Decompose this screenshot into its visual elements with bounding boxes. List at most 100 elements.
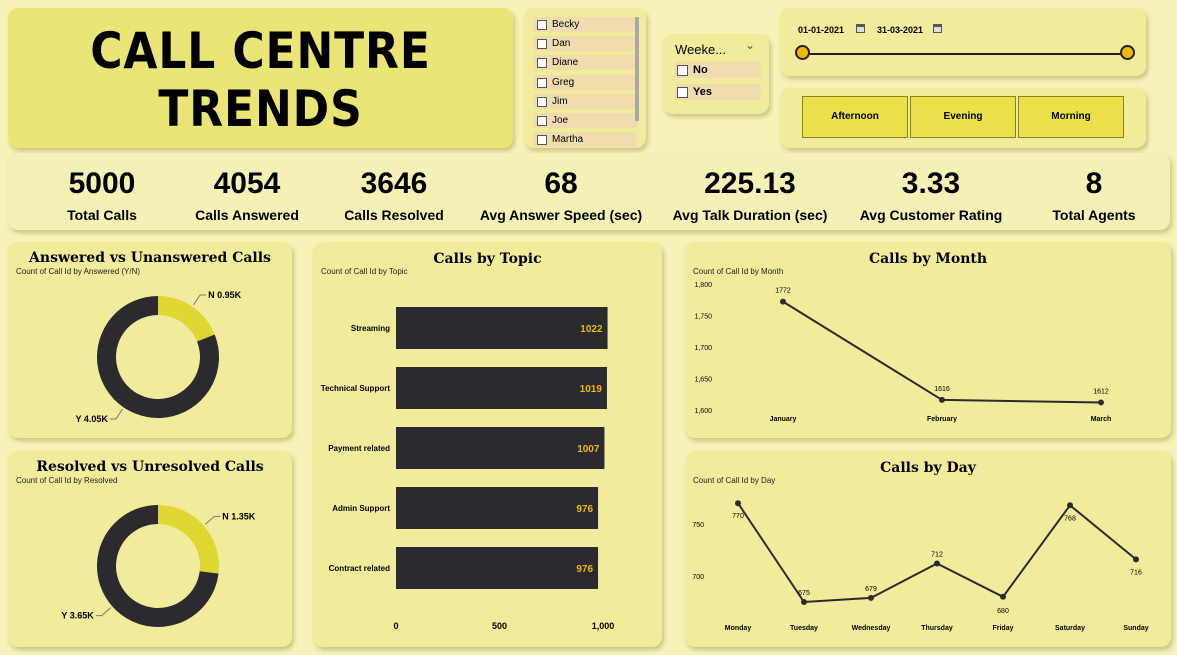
agent-option[interactable]: Dan bbox=[534, 36, 637, 51]
month-line-chart: 1,600 1,650 1,700 1,750 1,800 1772 January 1616… bbox=[694, 282, 1112, 423]
checkbox[interactable] bbox=[537, 97, 547, 107]
checkbox[interactable] bbox=[537, 20, 547, 30]
data-point bbox=[1098, 399, 1104, 406]
checkbox[interactable] bbox=[537, 39, 547, 49]
leader-line bbox=[192, 294, 207, 306]
month-chart-card: Calls by Month Count of Call Id by Month… bbox=[685, 242, 1171, 438]
category-label: Contract related bbox=[329, 564, 390, 573]
agent-option-label: Dan bbox=[552, 38, 571, 49]
chart-title: Calls by Day bbox=[880, 460, 976, 476]
start-date-input[interactable]: 01-01-2021 bbox=[798, 25, 845, 35]
donut-slice bbox=[158, 296, 215, 342]
data-point bbox=[735, 500, 741, 507]
data-label: 680 bbox=[997, 608, 1009, 615]
category-label: Technical Support bbox=[321, 384, 391, 393]
x-tick-label: March bbox=[1091, 416, 1112, 423]
checkbox[interactable] bbox=[537, 58, 547, 68]
agent-option[interactable]: Becky bbox=[534, 17, 637, 32]
kpi-label: Calls Resolved bbox=[344, 207, 444, 223]
y-tick-label: 1,800 bbox=[694, 282, 712, 289]
y-tick-label: 1,600 bbox=[694, 408, 712, 415]
resolved-donut-chart: N 1.35K Y 3.65K bbox=[61, 505, 256, 627]
kpi-label: Total Calls bbox=[67, 207, 137, 223]
agent-option-label: Jim bbox=[552, 96, 568, 107]
bar bbox=[396, 307, 608, 349]
end-date-input[interactable]: 31-03-2021 bbox=[877, 25, 924, 35]
data-point bbox=[1000, 593, 1006, 600]
dashboard-title-line-1: CALL CENTRE bbox=[90, 22, 431, 80]
checkbox[interactable] bbox=[537, 78, 547, 88]
kpi-value: 3646 bbox=[360, 167, 428, 200]
agent-option[interactable]: Martha bbox=[534, 132, 637, 147]
x-tick-label: Wednesday bbox=[852, 625, 891, 632]
resolved-chart-card: Resolved vs Unresolved Calls Count of Ca… bbox=[8, 451, 292, 647]
chevron-down-icon[interactable]: ⌄ bbox=[745, 38, 756, 52]
weekend-option[interactable]: Yes bbox=[675, 84, 761, 100]
chart-title: Calls by Month bbox=[868, 251, 988, 267]
donut-slice bbox=[96, 296, 219, 418]
data-label: 716 bbox=[1130, 569, 1142, 576]
checkbox[interactable] bbox=[677, 87, 688, 98]
day-line-chart: 700 750 770 Monday 675 Tuesday 679 Wednesday 712… bbox=[692, 500, 1149, 632]
x-tick-label: Friday bbox=[992, 625, 1013, 632]
date-range-track[interactable] bbox=[802, 53, 1128, 55]
y-tick-label: 700 bbox=[692, 574, 704, 581]
x-tick-label: January bbox=[770, 416, 797, 423]
kpi-value: 4054 bbox=[213, 167, 281, 200]
date-range-slicer[interactable]: 01-01-2021 31-03-2021 bbox=[780, 8, 1146, 76]
x-tick-label: Sunday bbox=[1123, 625, 1148, 632]
weekend-option-label: No bbox=[693, 64, 708, 76]
agent-slicer[interactable]: Becky Dan Diane Greg Jim Joe Martha bbox=[524, 8, 646, 148]
x-tick-label: Thursday bbox=[921, 625, 953, 632]
data-label: N 1.35K bbox=[222, 511, 256, 521]
data-label: Y 4.05K bbox=[75, 414, 108, 424]
calendar-icon[interactable] bbox=[856, 24, 865, 33]
checkbox[interactable] bbox=[537, 116, 547, 126]
data-label: 1022 bbox=[580, 324, 603, 335]
time-option-button[interactable]: Morning bbox=[1018, 96, 1124, 138]
y-tick-label: 750 bbox=[692, 522, 704, 529]
donut-slice bbox=[158, 505, 219, 574]
agent-option[interactable]: Diane bbox=[534, 55, 637, 70]
bar bbox=[396, 427, 605, 469]
agent-option[interactable]: Greg bbox=[534, 75, 637, 90]
checkbox[interactable] bbox=[537, 135, 547, 145]
data-label: 1007 bbox=[577, 444, 600, 455]
agent-option[interactable]: Jim bbox=[534, 94, 637, 109]
time-option-button[interactable]: Afternoon bbox=[802, 96, 908, 138]
agent-option-label: Greg bbox=[552, 77, 575, 88]
data-label: 770 bbox=[732, 513, 744, 520]
agent-option[interactable]: Joe bbox=[534, 113, 637, 128]
data-label: 679 bbox=[865, 586, 877, 593]
chart-title: Resolved vs Unresolved Calls bbox=[36, 459, 264, 475]
topic-chart-card: Calls by Topic Count of Call Id by Topic… bbox=[313, 242, 662, 647]
x-tick-label: 1,000 bbox=[592, 621, 615, 631]
start-date-handle[interactable] bbox=[795, 45, 810, 60]
data-label: 768 bbox=[1064, 515, 1076, 522]
data-label: 1616 bbox=[934, 386, 950, 393]
x-tick-label: Tuesday bbox=[790, 625, 818, 632]
x-tick-label: Saturday bbox=[1055, 625, 1085, 632]
time-option-button[interactable]: Evening bbox=[910, 96, 1016, 138]
weekend-slicer[interactable]: Weeke... ⌄ No Yes bbox=[663, 34, 769, 114]
checkbox[interactable] bbox=[677, 65, 688, 76]
weekend-option[interactable]: No bbox=[675, 62, 761, 78]
calendar-icon[interactable] bbox=[933, 24, 942, 33]
chart-title: Calls by Topic bbox=[433, 251, 542, 267]
category-label: Streaming bbox=[351, 324, 390, 333]
day-chart-card: Calls by Day Count of Call Id by Day 700… bbox=[685, 451, 1171, 647]
bar bbox=[396, 547, 599, 589]
end-date-handle[interactable] bbox=[1120, 45, 1135, 60]
time-of-day-slicer[interactable]: Afternoon Evening Morning bbox=[780, 88, 1146, 148]
kpi-value: 225.13 bbox=[704, 167, 796, 200]
data-point bbox=[1133, 556, 1139, 563]
agent-option-label: Becky bbox=[552, 19, 580, 30]
kpi-row: 5000 Total Calls 4054 Calls Answered 3646 C… bbox=[8, 153, 1170, 230]
agent-slicer-scrollbar[interactable] bbox=[635, 17, 639, 121]
data-label: 976 bbox=[576, 504, 593, 515]
chart-subtitle: Count of Call Id by Day bbox=[693, 476, 776, 485]
data-label: 1612 bbox=[1093, 388, 1109, 395]
chart-subtitle: Count of Call Id by Resolved bbox=[16, 476, 118, 485]
x-tick-label: February bbox=[927, 416, 957, 423]
data-label: 1019 bbox=[580, 384, 603, 395]
